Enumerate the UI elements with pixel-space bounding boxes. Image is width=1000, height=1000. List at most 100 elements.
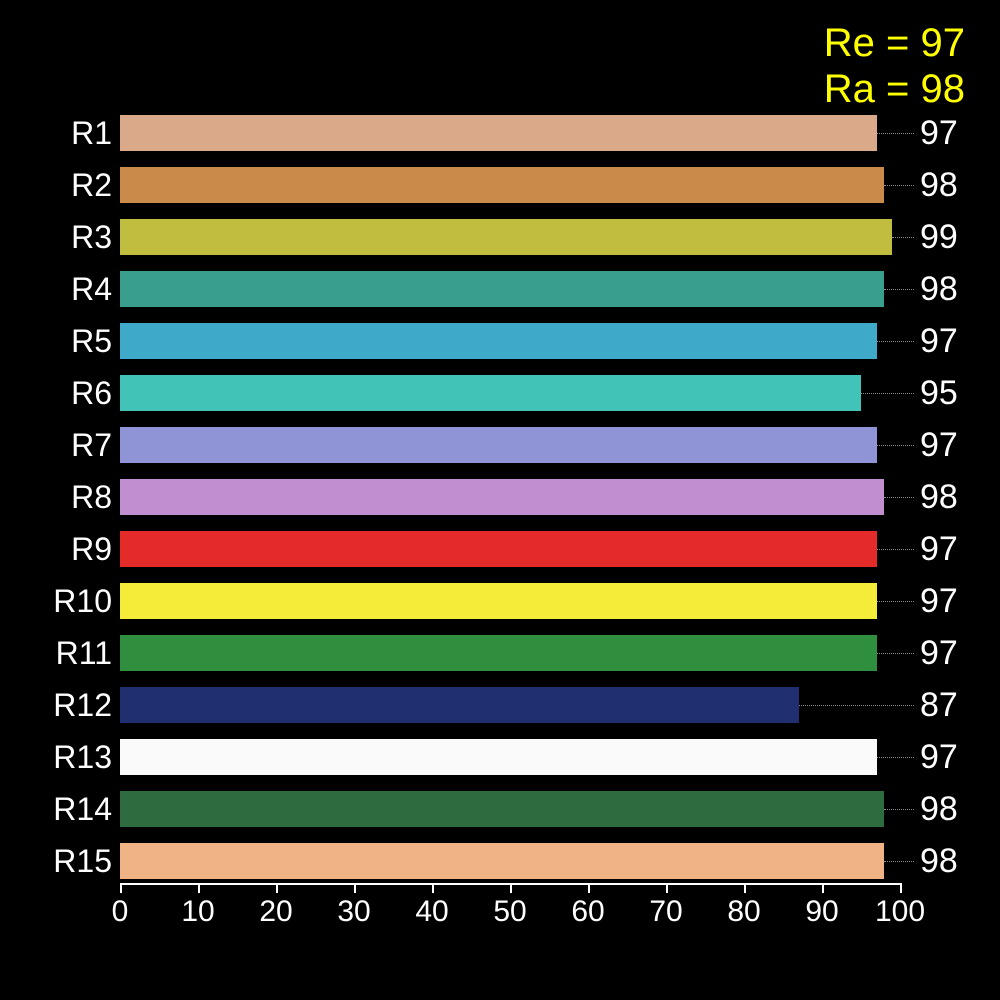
bar-leader — [892, 237, 914, 238]
bar — [120, 531, 877, 567]
bar-label: R12 — [32, 687, 112, 723]
bar-leader — [884, 809, 914, 810]
bar-value: 97 — [920, 739, 958, 775]
bar-label: R4 — [32, 271, 112, 307]
bar — [120, 427, 877, 463]
bar-row: R399 — [120, 219, 900, 271]
bar-leader — [884, 185, 914, 186]
bar-leader — [877, 341, 914, 342]
bar-row: R1397 — [120, 739, 900, 791]
x-tick-label: 20 — [251, 895, 301, 929]
x-tick-mark — [822, 883, 824, 893]
bar-row: R597 — [120, 323, 900, 375]
bar-label: R3 — [32, 219, 112, 255]
bar-row: R197 — [120, 115, 900, 167]
x-tick-mark — [588, 883, 590, 893]
chart-area: R197R298R399R498R597R695R797R898R997R109… — [120, 115, 900, 925]
bar — [120, 115, 877, 151]
x-tick-label: 80 — [719, 895, 769, 929]
bar-value: 98 — [920, 791, 958, 827]
x-tick-mark — [666, 883, 668, 893]
bar-value: 97 — [920, 583, 958, 619]
bar-label: R14 — [32, 791, 112, 827]
x-tick-label: 10 — [173, 895, 223, 929]
bar — [120, 219, 892, 255]
bar-label: R5 — [32, 323, 112, 359]
summary-re: Re = 97 — [824, 20, 965, 66]
bar-leader — [884, 289, 914, 290]
bar-row: R1197 — [120, 635, 900, 687]
bar-value: 97 — [920, 323, 958, 359]
bar-row: R1287 — [120, 687, 900, 739]
bar-row: R898 — [120, 479, 900, 531]
cri-chart: Re = 97 Ra = 98 R197R298R399R498R597R695… — [0, 0, 1000, 1000]
bar-leader — [877, 601, 914, 602]
bar — [120, 323, 877, 359]
bar-row: R498 — [120, 271, 900, 323]
x-tick-label: 40 — [407, 895, 457, 929]
x-tick-mark — [744, 883, 746, 893]
x-tick-mark — [198, 883, 200, 893]
bar-leader — [877, 653, 914, 654]
x-tick-mark — [276, 883, 278, 893]
bar — [120, 271, 884, 307]
bar-row: R797 — [120, 427, 900, 479]
bar-leader — [877, 133, 914, 134]
x-tick-label: 30 — [329, 895, 379, 929]
bar-value: 98 — [920, 271, 958, 307]
bar-row: R298 — [120, 167, 900, 219]
x-tick-mark — [120, 883, 122, 893]
x-tick-mark — [432, 883, 434, 893]
bar-value: 97 — [920, 635, 958, 671]
bar — [120, 791, 884, 827]
bar — [120, 583, 877, 619]
bar-value: 98 — [920, 167, 958, 203]
bar — [120, 843, 884, 879]
bar-label: R1 — [32, 115, 112, 151]
bar-label: R15 — [32, 843, 112, 879]
bar-label: R10 — [32, 583, 112, 619]
bar-value: 99 — [920, 219, 958, 255]
bar-value: 98 — [920, 843, 958, 879]
bar-value: 97 — [920, 531, 958, 567]
bar-label: R8 — [32, 479, 112, 515]
bar — [120, 479, 884, 515]
bar-row: R695 — [120, 375, 900, 427]
bar-value: 95 — [920, 375, 958, 411]
x-tick-mark — [354, 883, 356, 893]
bar — [120, 739, 877, 775]
bar-value: 97 — [920, 427, 958, 463]
bar-label: R7 — [32, 427, 112, 463]
bar — [120, 167, 884, 203]
bar-label: R2 — [32, 167, 112, 203]
x-tick-mark — [510, 883, 512, 893]
x-tick-mark — [900, 883, 902, 893]
x-tick-label: 90 — [797, 895, 847, 929]
bar-row: R1097 — [120, 583, 900, 635]
bar-value: 98 — [920, 479, 958, 515]
bar-leader — [799, 705, 914, 706]
bar-row: R997 — [120, 531, 900, 583]
x-tick-label: 50 — [485, 895, 535, 929]
bar-value: 87 — [920, 687, 958, 723]
bar-leader — [861, 393, 914, 394]
bar-leader — [884, 861, 914, 862]
x-tick-label: 60 — [563, 895, 613, 929]
summary-ra: Ra = 98 — [824, 66, 965, 112]
summary-block: Re = 97 Ra = 98 — [824, 20, 965, 112]
bar-label: R11 — [32, 635, 112, 671]
bar — [120, 687, 799, 723]
bar-row: R1498 — [120, 791, 900, 843]
bar-leader — [877, 549, 914, 550]
bar-label: R6 — [32, 375, 112, 411]
bar-leader — [884, 497, 914, 498]
bar — [120, 375, 861, 411]
bar-leader — [877, 757, 914, 758]
x-tick-label: 100 — [875, 895, 925, 929]
x-tick-label: 0 — [95, 895, 145, 929]
bar-label: R9 — [32, 531, 112, 567]
bar-value: 97 — [920, 115, 958, 151]
bar-label: R13 — [32, 739, 112, 775]
x-tick-label: 70 — [641, 895, 691, 929]
bar-leader — [877, 445, 914, 446]
